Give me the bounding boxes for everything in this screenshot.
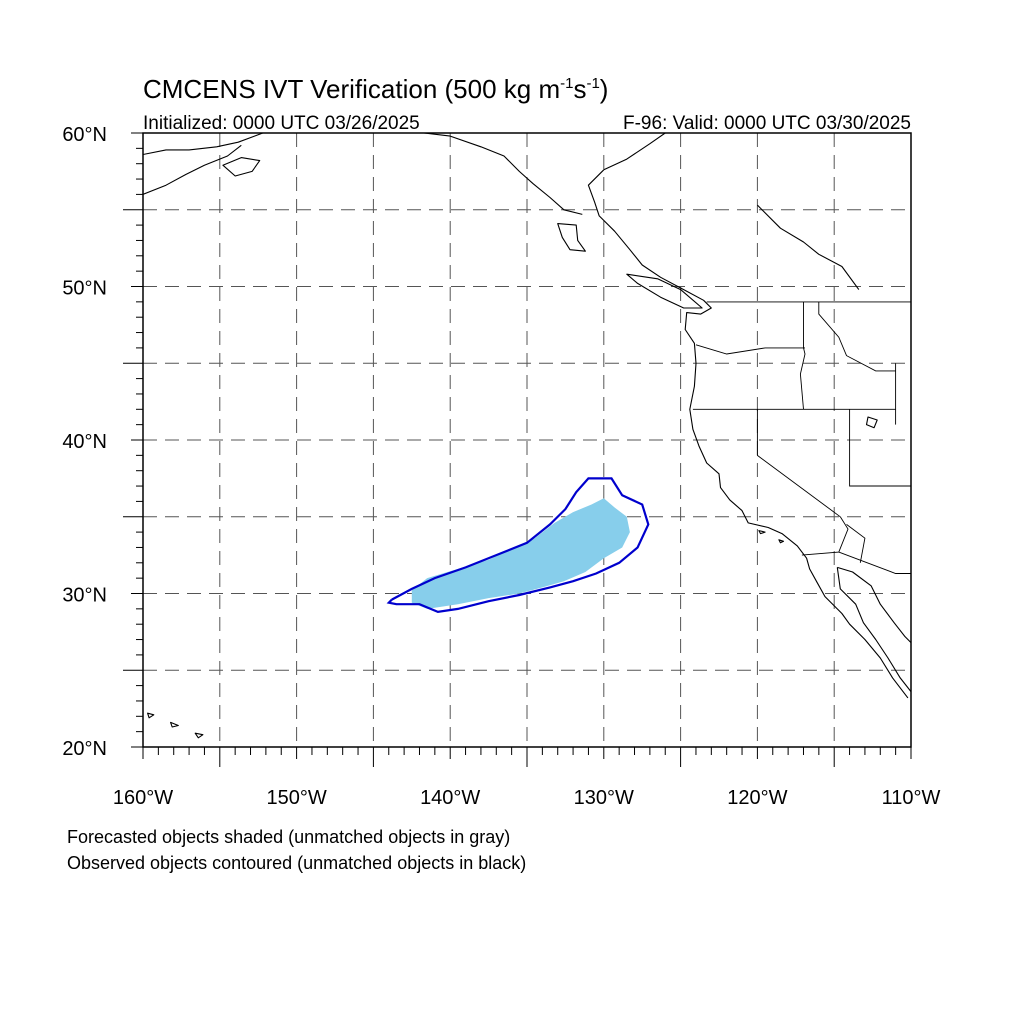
coastline-inland-canada xyxy=(757,204,860,290)
axis-ticks xyxy=(123,132,912,767)
lon-tick-label: 120°W xyxy=(727,787,787,809)
political-border xyxy=(799,301,806,410)
valid-time-label: F-96: Valid: 0000 UTC 03/30/2025 xyxy=(623,113,911,134)
lake-outline xyxy=(865,416,878,429)
island-outline xyxy=(222,157,261,177)
political-border xyxy=(846,524,866,563)
coastline-baja-gulf-side xyxy=(836,567,911,693)
lon-tick-label: 130°W xyxy=(574,787,634,809)
political-border xyxy=(838,551,911,574)
lon-tick-label: 150°W xyxy=(266,787,326,809)
political-border xyxy=(849,409,911,487)
political-border xyxy=(801,516,849,556)
political-border xyxy=(818,301,896,372)
coastline-alaska-sw xyxy=(143,133,263,156)
forecast-object-shaded xyxy=(411,498,630,609)
graticule-dashed-grid xyxy=(143,133,911,747)
legend-forecast-note: Forecasted objects shaded (unmatched obj… xyxy=(67,827,510,847)
island-outline xyxy=(194,732,204,739)
island-outline xyxy=(203,750,220,762)
island-outline xyxy=(778,539,785,544)
island-outline xyxy=(170,721,179,728)
chart-title: CMCENS IVT Verification (500 kg m-1s-1) xyxy=(143,74,608,104)
coastline-sonora-gulf-side xyxy=(837,566,911,643)
lon-tick-label: 140°W xyxy=(420,787,480,809)
coastline-alaska-peninsula xyxy=(143,144,242,195)
lat-tick-label: 30°N xyxy=(62,585,107,607)
ivt-objects xyxy=(386,477,650,614)
lat-tick-label: 60°N xyxy=(62,124,107,146)
coastlines-and-borders xyxy=(143,133,911,762)
island-outline xyxy=(147,712,155,719)
coastline-west-north-america xyxy=(587,133,909,699)
observed-object-contour xyxy=(386,477,650,614)
island-outline xyxy=(626,273,703,309)
lat-tick-label: 20°N xyxy=(62,738,107,760)
lon-tick-label: 160°W xyxy=(113,787,173,809)
lat-tick-label: 40°N xyxy=(62,431,107,453)
init-time-label: Initialized: 0000 UTC 03/26/2025 xyxy=(143,113,420,134)
political-border xyxy=(756,409,841,518)
island-outline xyxy=(557,223,586,252)
political-border xyxy=(695,344,805,355)
lon-tick-label: 110°W xyxy=(882,787,941,809)
lat-tick-label: 50°N xyxy=(62,278,107,300)
island-outline xyxy=(758,530,766,535)
coastline-alaska-se xyxy=(335,133,583,215)
legend-observed-note: Observed objects contoured (unmatched ob… xyxy=(67,853,526,873)
axis-tick-labels: 160°W 150°W 140°W 130°W 120°W 110°W 60°N 50°N 40… xyxy=(62,124,940,809)
